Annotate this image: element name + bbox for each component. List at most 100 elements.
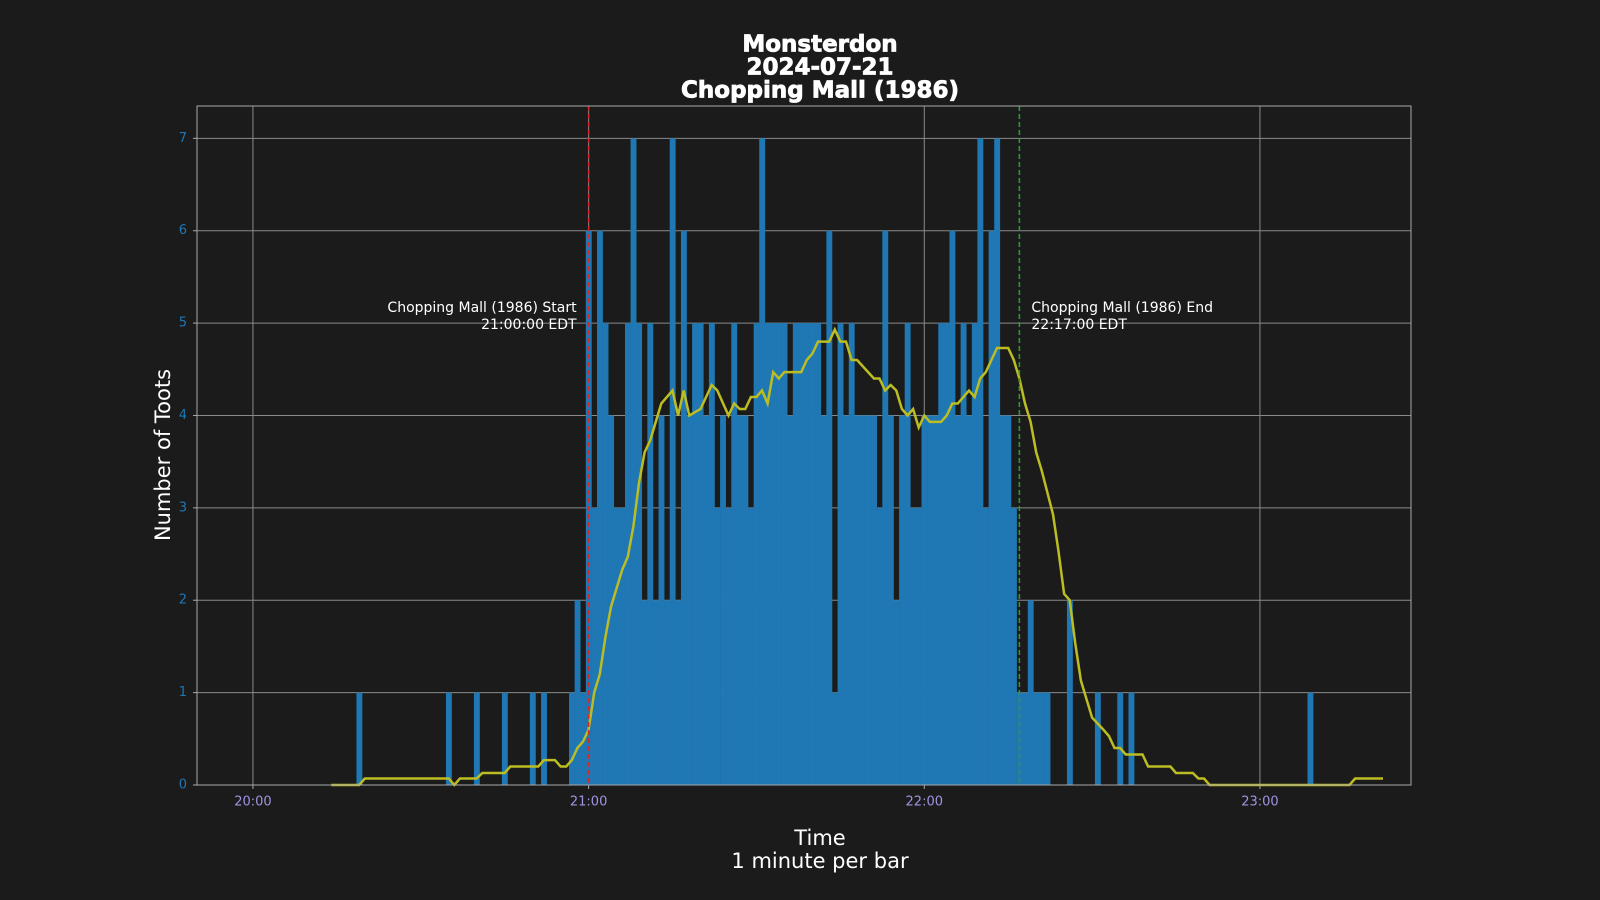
bar <box>915 507 922 785</box>
x-tick-label: 23:00 <box>1241 795 1278 810</box>
bar <box>675 600 682 785</box>
bar <box>608 415 615 785</box>
bar <box>960 323 967 785</box>
bar <box>764 323 771 785</box>
bar <box>859 415 866 785</box>
bar <box>1027 600 1034 785</box>
bar <box>938 323 945 785</box>
bar <box>736 415 743 785</box>
bar <box>356 692 363 785</box>
bar <box>927 415 933 785</box>
bar <box>837 323 844 785</box>
bar <box>541 692 547 785</box>
bar <box>966 415 973 785</box>
bar <box>943 323 950 785</box>
bar <box>759 138 766 786</box>
bar <box>708 323 715 785</box>
bar <box>753 323 760 785</box>
bar <box>994 138 1001 786</box>
chart-title: Chopping Mall (1986) <box>681 78 959 104</box>
bar <box>1005 415 1012 785</box>
bar <box>658 415 665 785</box>
bar <box>529 692 536 785</box>
bar <box>899 415 906 785</box>
bar <box>1066 600 1073 785</box>
bar <box>697 323 704 785</box>
bar <box>887 415 894 785</box>
bar <box>831 692 838 785</box>
bar <box>904 323 911 785</box>
bar <box>848 323 855 785</box>
y-tick-label: 7 <box>179 131 187 146</box>
bar <box>725 507 732 785</box>
bar <box>574 600 581 785</box>
bar <box>630 138 637 786</box>
bar <box>473 692 480 785</box>
bar <box>636 323 643 785</box>
axes-frame <box>196 105 1412 786</box>
bar <box>731 323 738 785</box>
bar <box>815 323 822 785</box>
bar <box>988 230 995 785</box>
y-tick-label: 1 <box>179 685 187 700</box>
bar <box>602 323 609 785</box>
bar <box>977 138 984 786</box>
x-axis-label: Time <box>793 826 845 850</box>
x-tick-label: 20:00 <box>234 795 271 810</box>
bar <box>647 323 654 785</box>
annotation-text: 21:00:00 EDT <box>481 317 577 333</box>
x-tick-label: 22:00 <box>906 795 943 810</box>
bar <box>876 507 883 785</box>
bar <box>1022 692 1029 785</box>
bar <box>955 415 961 785</box>
bar <box>597 230 603 785</box>
annotation-text: 22:17:00 EDT <box>1031 317 1127 333</box>
bar <box>748 507 754 785</box>
bar <box>893 600 900 785</box>
moving-average-line <box>331 326 1383 787</box>
bar <box>826 230 833 785</box>
bar <box>680 230 687 785</box>
bar <box>809 323 816 785</box>
chart-title: 2024-07-21 <box>746 55 893 81</box>
bar <box>714 507 721 785</box>
bar <box>871 415 878 785</box>
bar <box>591 507 598 785</box>
bar <box>742 415 749 785</box>
bar <box>983 507 989 785</box>
bar <box>569 692 575 785</box>
bar <box>652 600 659 785</box>
bar <box>703 415 710 785</box>
bar <box>882 230 889 785</box>
bar <box>921 415 928 785</box>
bar <box>910 507 917 785</box>
bar <box>445 692 452 785</box>
chart-title: Monsterdon <box>742 32 897 58</box>
bar <box>669 138 676 786</box>
annotation-text: Chopping Mall (1986) Start <box>387 300 577 316</box>
x-axis-label: 1 minute per bar <box>731 849 909 873</box>
bar <box>1128 692 1135 785</box>
bar <box>619 507 626 785</box>
bar <box>932 415 939 785</box>
bar <box>792 323 799 785</box>
bar <box>770 323 777 785</box>
bar <box>798 323 805 785</box>
bar <box>664 600 671 785</box>
bar <box>501 692 508 785</box>
bar <box>949 230 956 785</box>
bar <box>1044 692 1051 785</box>
y-tick-label: 3 <box>179 500 187 515</box>
bar <box>720 415 726 785</box>
bar <box>1117 692 1124 785</box>
y-tick-label: 6 <box>179 223 187 238</box>
y-tick-label: 0 <box>179 778 187 793</box>
annotation-text: Chopping Mall (1986) End <box>1031 300 1213 316</box>
bar <box>613 507 620 785</box>
x-tick-label: 21:00 <box>570 795 607 810</box>
bar <box>865 415 872 785</box>
y-tick-label: 4 <box>179 408 187 423</box>
bar <box>971 323 978 785</box>
bar <box>692 323 699 785</box>
bar <box>787 415 794 785</box>
